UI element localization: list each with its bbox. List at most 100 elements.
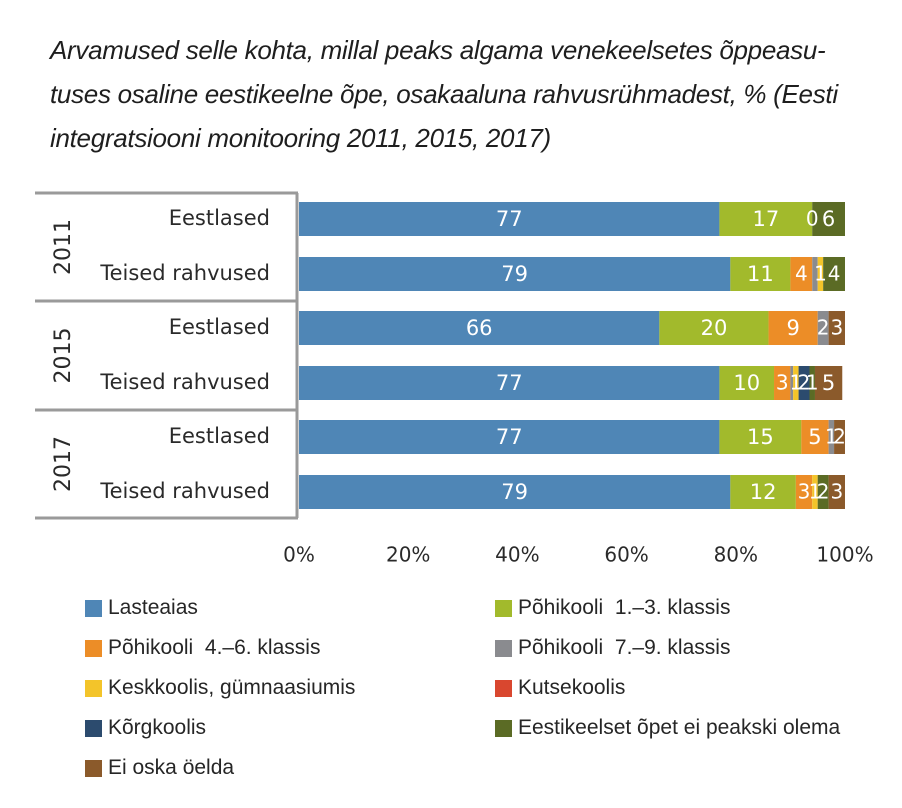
legend-swatch <box>495 719 512 737</box>
data-label: 2 <box>817 480 830 504</box>
chart-title-line-1: Arvamused selle kohta, millal peaks alga… <box>50 35 826 65</box>
data-label: 77 <box>496 207 523 231</box>
legend-item: Põhikooli 1.–3. klassis <box>495 596 730 620</box>
category-label: Teised rahvused <box>99 479 270 503</box>
legend-item: Põhikooli 7.–9. klassis <box>495 636 730 660</box>
x-tick-label: 60% <box>604 543 648 567</box>
bar-segment-keskkoolis-g-mnaasiumis <box>817 257 824 291</box>
legend-swatch <box>85 719 102 737</box>
data-label: 0 <box>806 207 819 231</box>
data-label: 66 <box>466 316 493 340</box>
bar-segment-eestikeelset-pet-ei-peakski-olema <box>817 475 829 509</box>
bar-segment-p-hikooli-1-3-klassis <box>719 420 802 454</box>
legend-item: Ei oska öelda <box>85 756 234 780</box>
chart-title-line-3: integratsiooni monitooring 2011, 2015, 2… <box>50 123 551 153</box>
bar-segment-p-hikooli-1-3-klassis <box>730 475 796 509</box>
bar-segment-eestikeelset-pet-ei-peakski-olema <box>809 366 815 400</box>
bar-segment-p-hikooli-4-6-klassis <box>795 475 813 509</box>
legend-item: Kutsekoolis <box>495 676 625 700</box>
legend-label: Kutsekoolis <box>518 676 626 699</box>
data-label: 79 <box>501 480 528 504</box>
bar-segment-p-hikooli-4-6-klassis <box>768 311 818 345</box>
bar-segment-p-hikooli-7-9-klassis <box>828 420 835 454</box>
data-label: 2 <box>833 425 846 449</box>
legend-swatch <box>85 679 102 697</box>
bar-segment-ei-oska-elda <box>828 475 845 509</box>
data-label: 2 <box>817 316 830 340</box>
bar-segment-lasteaias <box>299 257 731 291</box>
category-label: Eestlased <box>169 315 270 339</box>
x-tick-label: 80% <box>714 543 758 567</box>
group-label-2015: 2015 <box>51 328 76 384</box>
data-label: 10 <box>733 371 760 395</box>
legend-swatch <box>495 639 512 657</box>
bar-segment-keskkoolis-g-mnaasiumis <box>812 475 818 509</box>
legend-item: Kõrgkoolis <box>85 716 206 740</box>
bar-segment-p-hikooli-4-6-klassis <box>774 366 791 400</box>
bar-segment-p-hikooli-1-3-klassis <box>730 257 791 291</box>
legend-item: Eestikeelset õpet ei peakski olema <box>495 716 840 740</box>
data-label: 4 <box>828 262 841 286</box>
legend-item: Lasteaias <box>85 596 198 620</box>
data-label: 12 <box>750 480 777 504</box>
bar-segment-ei-oska-elda <box>834 420 845 454</box>
category-label: Teised rahvused <box>99 370 270 394</box>
bar-segment-p-hikooli-1-3-klassis <box>719 202 813 236</box>
bar-segment-p-hikooli-4-6-klassis <box>801 420 829 454</box>
data-label: 79 <box>501 262 528 286</box>
bar-segment-lasteaias <box>299 420 720 454</box>
group-label-2011: 2011 <box>51 219 76 275</box>
data-label: 3 <box>798 480 811 504</box>
data-label: 2 <box>798 371 811 395</box>
legend-item: Keskkoolis, gümnaasiumis <box>85 676 355 700</box>
legend-label: Eestikeelset õpet ei peakski olema <box>518 716 841 739</box>
bar-segment-p-hikooli-1-3-klassis <box>719 366 775 400</box>
data-label: 4 <box>795 262 808 286</box>
bar-segment-ei-oska-elda <box>814 366 843 400</box>
bar-segment-lasteaias <box>299 202 720 236</box>
legend-swatch <box>85 599 102 617</box>
x-tick-label: 40% <box>495 543 539 567</box>
data-label: 3 <box>830 480 843 504</box>
x-tick-label: 100% <box>816 543 873 567</box>
chart-title: Arvamused selle kohta, millal peaks alga… <box>50 28 880 160</box>
legend-label: Põhikooli 1.–3. klassis <box>518 596 731 619</box>
data-label: 15 <box>747 425 774 449</box>
legend-label: Keskkoolis, gümnaasiumis <box>108 676 356 699</box>
group-label-2017: 2017 <box>51 436 76 492</box>
bar-segment-p-hikooli-7-9-klassis <box>817 311 829 345</box>
legend-label: Põhikooli 4.–6. klassis <box>108 636 321 659</box>
bar-segment-p-hikooli-7-9-klassis <box>812 257 818 291</box>
data-label: 9 <box>786 316 799 340</box>
legend-swatch <box>85 639 102 657</box>
data-label: 77 <box>496 371 523 395</box>
data-label: 11 <box>747 262 774 286</box>
bar-segment-keskkoolis-g-mnaasiumis <box>793 366 799 400</box>
data-label: 20 <box>701 316 728 340</box>
data-label: 77 <box>496 425 523 449</box>
legend-item: Põhikooli 4.–6. klassis <box>85 636 320 660</box>
data-label: 5 <box>808 425 821 449</box>
bar-segment-p-hikooli-7-9-klassis <box>790 366 794 400</box>
x-tick-label: 20% <box>386 543 430 567</box>
data-label: 1 <box>825 425 838 449</box>
bar-segment-p-hikooli-1-3-klassis <box>659 311 769 345</box>
data-label: 1 <box>809 480 822 504</box>
category-label: Teised rahvused <box>99 261 270 285</box>
legend-swatch <box>495 599 512 617</box>
bar-segment-k-rgkoolis <box>798 366 810 400</box>
x-tick-label: 0% <box>283 543 315 567</box>
bar-segment-p-hikooli-4-6-klassis <box>790 257 813 291</box>
data-label: 5 <box>822 371 835 395</box>
legend-swatch <box>85 759 102 777</box>
data-label: 17 <box>752 207 779 231</box>
data-label: 1 <box>814 262 827 286</box>
bar-segment-ei-oska-elda <box>828 311 845 345</box>
bar-segment-eestikeelset-pet-ei-peakski-olema <box>812 202 845 236</box>
data-label: 6 <box>822 207 835 231</box>
category-label: Eestlased <box>169 206 270 230</box>
data-label: 3 <box>830 316 843 340</box>
data-label: 3 <box>776 371 789 395</box>
chart-title-line-2: tuses osaline eestikeelne õpe, osakaalun… <box>50 79 838 109</box>
